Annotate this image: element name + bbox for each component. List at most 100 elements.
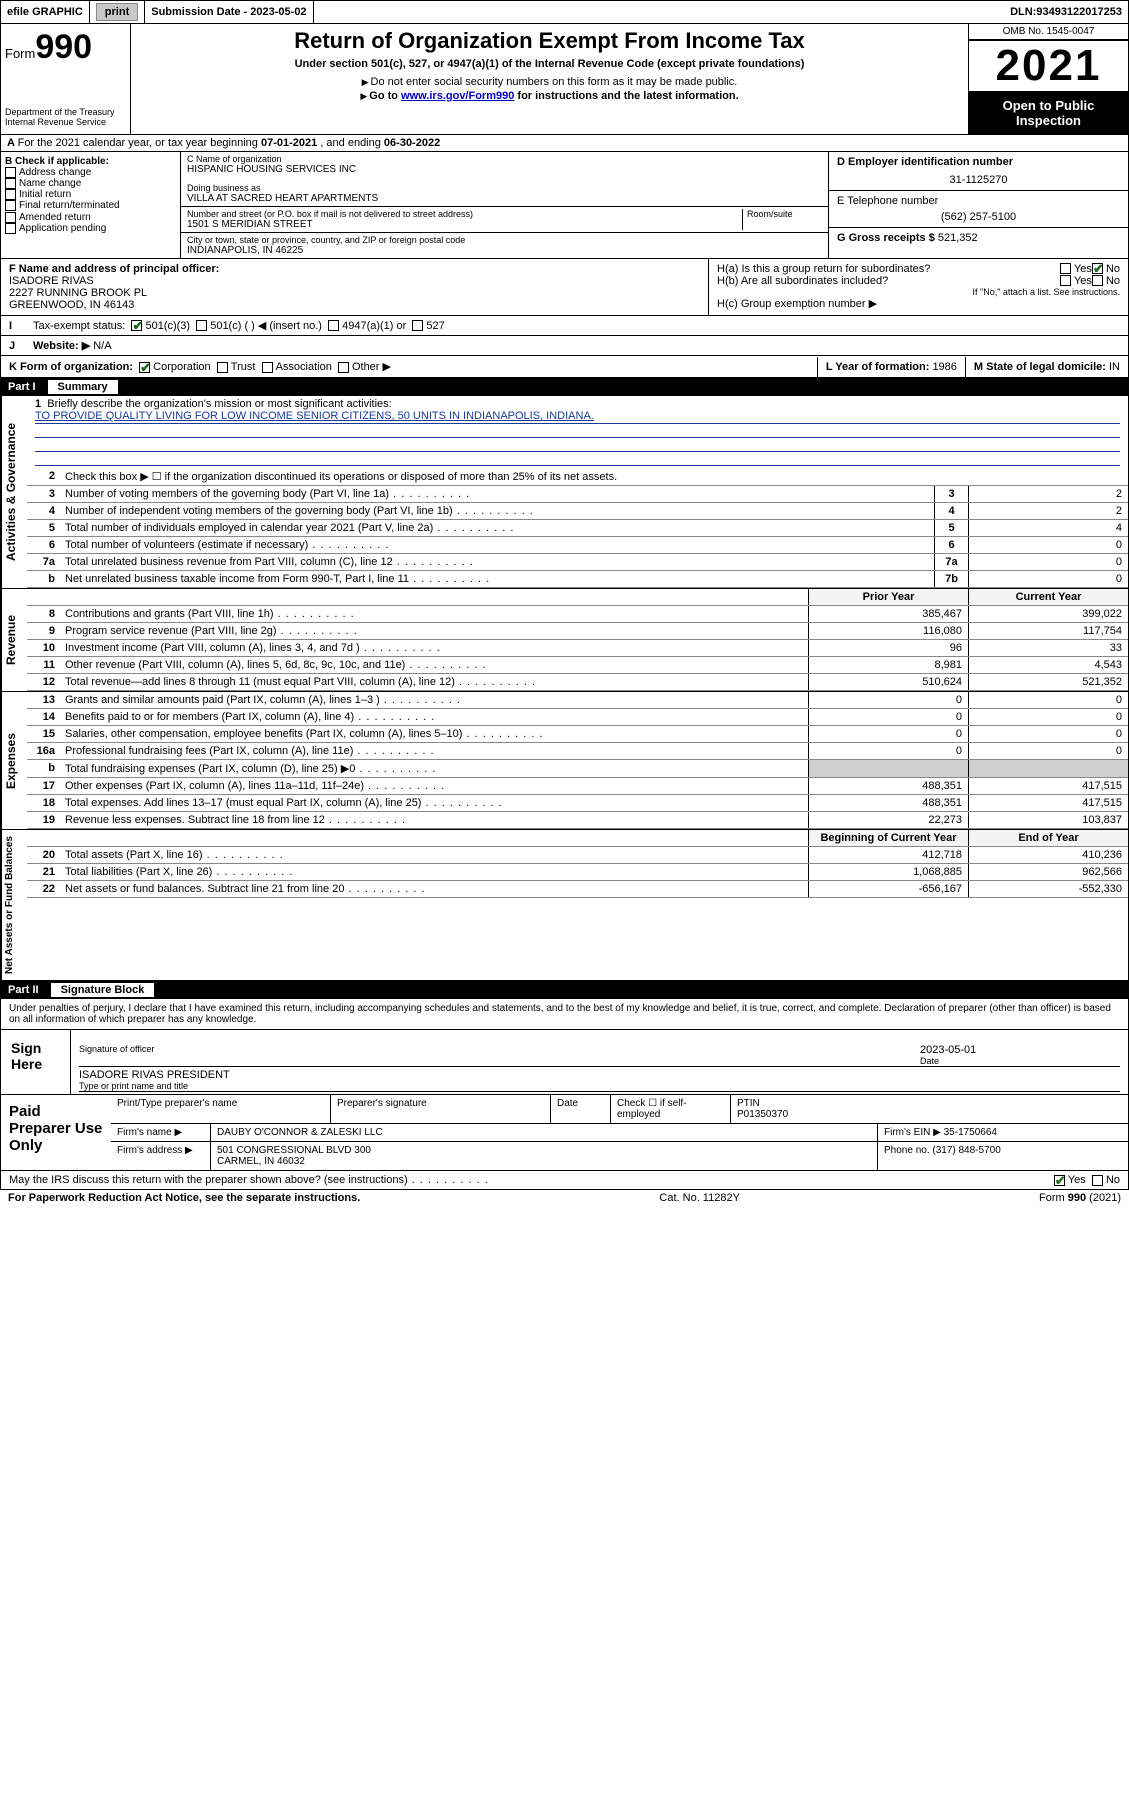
footer-right: Form 990 (2021) — [1039, 1192, 1121, 1204]
top-bar: efile GRAPHIC print Submission Date - 20… — [0, 0, 1129, 24]
b-item[interactable]: Application pending — [5, 223, 176, 234]
c-city-label: City or town, state or province, country… — [187, 235, 822, 245]
part1-name: Part I — [8, 381, 44, 393]
sig-date-label: Date — [920, 1056, 1120, 1066]
c-street-value: 1501 S MERIDIAN STREET — [187, 219, 742, 230]
part2-header: Part II Signature Block — [0, 981, 1129, 999]
sig-officer-label: Signature of officer — [79, 1044, 920, 1054]
form-note2: Go to www.irs.gov/Form990 for instructio… — [139, 90, 960, 102]
summary-line: 13Grants and similar amounts paid (Part … — [27, 692, 1128, 709]
irs-label: Internal Revenue Service — [5, 117, 126, 127]
b-item[interactable]: Name change — [5, 178, 176, 189]
i-501c[interactable] — [196, 320, 207, 331]
b-item[interactable]: Initial return — [5, 189, 176, 200]
dept-treasury: Department of the Treasury — [5, 107, 126, 117]
mission-block: 1 Briefly describe the organization's mi… — [27, 396, 1128, 468]
g-label: G Gross receipts $ — [837, 232, 938, 244]
firm-name: DAUBY O'CONNOR & ZALESKI LLC — [211, 1124, 878, 1141]
discuss-yes[interactable] — [1054, 1175, 1065, 1186]
summary-line: 9Program service revenue (Part VIII, lin… — [27, 623, 1128, 640]
k-corp[interactable] — [139, 362, 150, 373]
phone-label: Phone no. — [884, 1145, 932, 1156]
tax-year: 2021 — [969, 40, 1128, 92]
row-a-tax-year: A For the 2021 calendar year, or tax yea… — [0, 135, 1129, 152]
na-col-hdr: Beginning of Current Year End of Year — [27, 830, 1128, 847]
b-item[interactable]: Address change — [5, 167, 176, 178]
mission-num: 1 — [35, 398, 41, 410]
hc-label: H(c) Group exemption number ▶ — [717, 297, 1120, 310]
prior-year-hdr: Prior Year — [808, 589, 968, 605]
omb-number: OMB No. 1545-0047 — [969, 24, 1128, 40]
b-header: B Check if applicable: — [5, 156, 176, 167]
summary-line: 2Check this box ▶ ☐ if the organization … — [27, 468, 1128, 486]
col-c: C Name of organization HISPANIC HOUSING … — [181, 152, 828, 258]
ha-no[interactable] — [1092, 263, 1103, 274]
i-label: Tax-exempt status: — [33, 320, 125, 332]
exp-body: 13Grants and similar amounts paid (Part … — [27, 692, 1128, 829]
firm-ein: 35-1750664 — [944, 1127, 997, 1138]
firm-addr2: CARMEL, IN 46032 — [217, 1156, 305, 1167]
firm-ein-label: Firm's EIN ▶ — [884, 1127, 944, 1138]
discuss-no[interactable] — [1092, 1175, 1103, 1186]
form-header: Form990 Department of the Treasury Inter… — [0, 24, 1129, 135]
discuss-row: May the IRS discuss this return with the… — [1, 1170, 1128, 1189]
part2-title: Signature Block — [51, 983, 155, 997]
ha-label: H(a) Is this a group return for subordin… — [717, 263, 1060, 275]
d-label: D Employer identification number — [837, 156, 1120, 168]
print-button[interactable]: print — [96, 3, 138, 21]
d-ein: D Employer identification number 31-1125… — [829, 152, 1128, 191]
b-item[interactable]: Amended return — [5, 212, 176, 223]
part1-header: Part I Summary — [0, 378, 1129, 396]
summary-line: 17Other expenses (Part IX, column (A), l… — [27, 778, 1128, 795]
paid-label: Paid Preparer Use Only — [1, 1095, 111, 1170]
hb-no[interactable] — [1092, 275, 1103, 286]
paid-h4b: PTIN — [737, 1098, 760, 1109]
summary-line: 16aProfessional fundraising fees (Part I… — [27, 743, 1128, 760]
row-klm: K Form of organization: Corporation Trus… — [0, 356, 1129, 378]
summary-line: 14Benefits paid to or for members (Part … — [27, 709, 1128, 726]
c-dba-value: VILLA AT SACRED HEART APARTMENTS — [187, 193, 822, 204]
c-room-label: Room/suite — [742, 209, 822, 230]
end-year-hdr: End of Year — [968, 830, 1128, 846]
hb-yes[interactable] — [1060, 275, 1071, 286]
topbar-spacer — [314, 1, 1005, 23]
i-527[interactable] — [412, 320, 423, 331]
b-item[interactable]: Final return/terminated — [5, 200, 176, 211]
form-title: Return of Organization Exempt From Incom… — [139, 28, 960, 54]
page-footer: For Paperwork Reduction Act Notice, see … — [0, 1190, 1129, 1206]
phone-value: (317) 848-5700 — [932, 1145, 1000, 1156]
e-label: E Telephone number — [837, 195, 1120, 207]
paid-preparer: Paid Preparer Use Only Print/Type prepar… — [1, 1094, 1128, 1170]
firm-addr-label: Firm's address ▶ — [111, 1142, 211, 1170]
discuss-label: May the IRS discuss this return with the… — [9, 1174, 1054, 1186]
vtab-rev: Revenue — [1, 589, 27, 691]
k-trust[interactable] — [217, 362, 228, 373]
f-addr1: 2227 RUNNING BROOK PL — [9, 287, 700, 299]
header-right: OMB No. 1545-0047 2021 Open to Public In… — [968, 24, 1128, 134]
ha-yes[interactable] — [1060, 263, 1071, 274]
summary-line: 21Total liabilities (Part X, line 26)1,0… — [27, 864, 1128, 881]
summary-line: bTotal fundraising expenses (Part IX, co… — [27, 760, 1128, 778]
l-value: 1986 — [932, 361, 956, 373]
k-assoc[interactable] — [262, 362, 273, 373]
c-name-label: C Name of organization — [187, 154, 822, 164]
part2-name: Part II — [8, 984, 47, 996]
col-de: D Employer identification number 31-1125… — [828, 152, 1128, 258]
c-street-label: Number and street (or P.O. box if mail i… — [187, 209, 742, 219]
efile-label: efile GRAPHIC — [1, 1, 90, 23]
k-other[interactable] — [338, 362, 349, 373]
f-addr2: GREENWOOD, IN 46143 — [9, 299, 700, 311]
i-4947[interactable] — [328, 320, 339, 331]
j-label: Website: ▶ — [33, 339, 90, 352]
j-value: N/A — [93, 340, 111, 352]
e-value: (562) 257-5100 — [837, 211, 1120, 223]
i-501c3[interactable] — [131, 320, 142, 331]
paid-h3: Date — [551, 1095, 611, 1123]
footer-mid: Cat. No. 11282Y — [659, 1192, 740, 1204]
rev-body: Prior Year Current Year 8Contributions a… — [27, 589, 1128, 691]
irs-link[interactable]: www.irs.gov/Form990 — [401, 90, 514, 102]
summary-line: 3Number of voting members of the governi… — [27, 486, 1128, 503]
mission-label: Briefly describe the organization's miss… — [47, 398, 391, 410]
k-label: K Form of organization: — [9, 361, 133, 373]
c-street: Number and street (or P.O. box if mail i… — [181, 207, 828, 233]
